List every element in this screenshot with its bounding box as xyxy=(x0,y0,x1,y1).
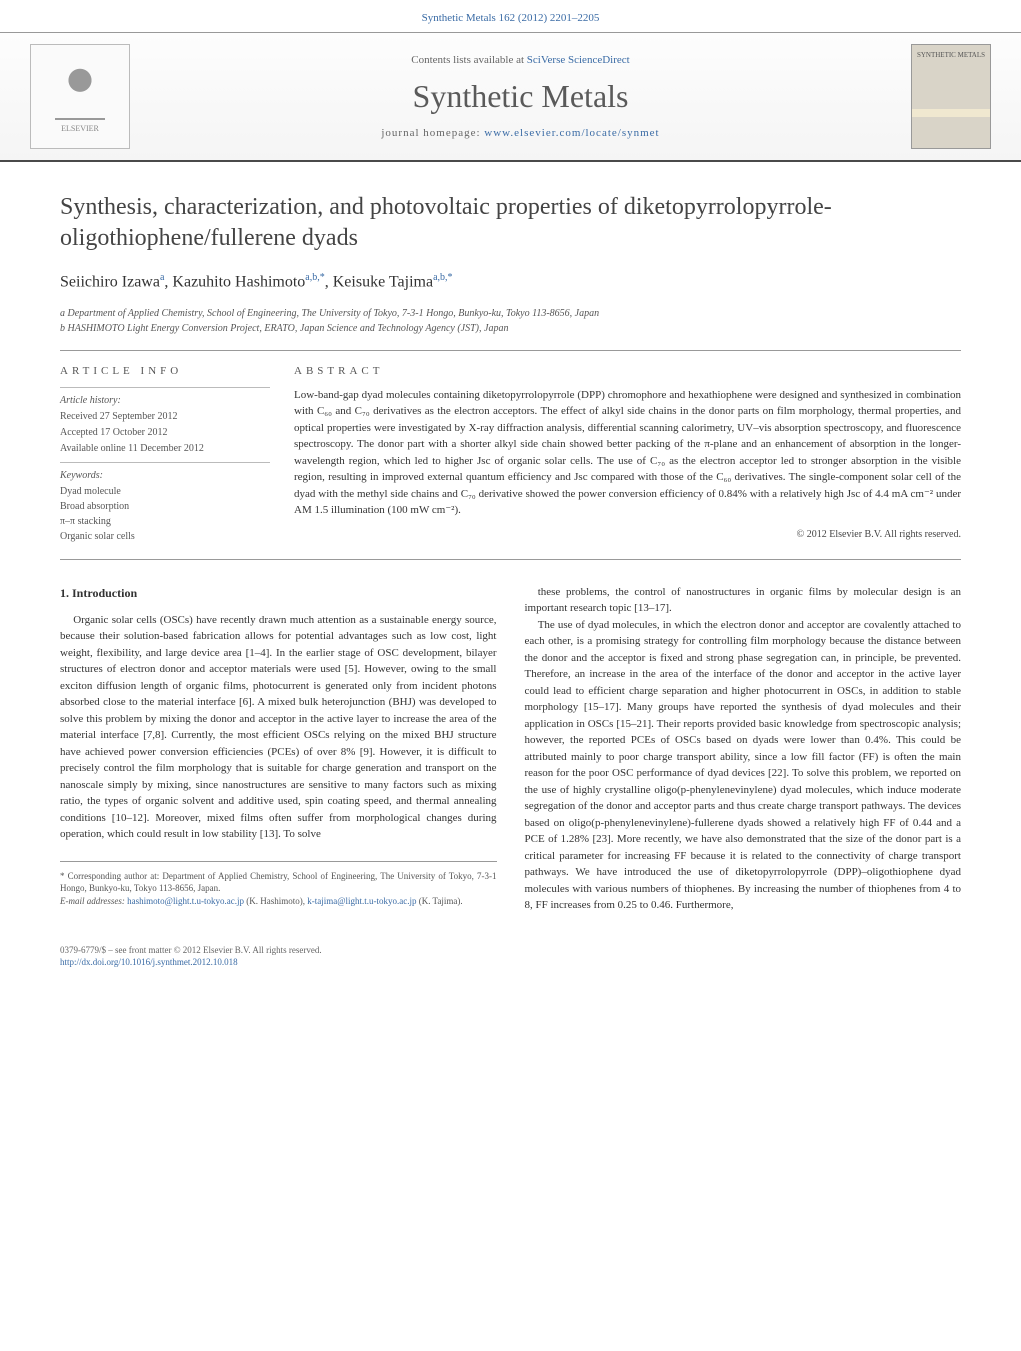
abstract-column: ABSTRACT Low-band-gap dyad molecules con… xyxy=(294,365,961,545)
accepted-date: Accepted 17 October 2012 xyxy=(60,426,270,440)
divider xyxy=(60,462,270,463)
email-link-hashimoto[interactable]: hashimoto@light.t.u-tokyo.ac.jp xyxy=(127,896,244,906)
keyword: Broad absorption xyxy=(60,500,270,514)
authors-line: Seiichiro Izawaa, Kazuhito Hashimotoa,b,… xyxy=(60,272,961,291)
affiliations-block: a Department of Applied Chemistry, Schoo… xyxy=(60,306,961,336)
received-date: Received 27 September 2012 xyxy=(60,410,270,424)
abstract-text: Low-band-gap dyad molecules containing d… xyxy=(294,387,961,519)
elsevier-tree-icon xyxy=(55,60,105,120)
body-paragraph: The use of dyad molecules, in which the … xyxy=(525,617,962,914)
homepage-line: journal homepage: www.elsevier.com/locat… xyxy=(130,127,911,139)
email-link-tajima[interactable]: k-tajima@light.t.u-tokyo.ac.jp xyxy=(307,896,416,906)
article-info-heading: ARTICLE INFO xyxy=(60,365,270,377)
affiliation-b: b HASHIMOTO Light Energy Conversion Proj… xyxy=(60,321,961,336)
journal-name: Synthetic Metals xyxy=(130,78,911,115)
body-columns: 1. Introduction Organic solar cells (OSC… xyxy=(60,584,961,914)
publisher-name: ELSEVIER xyxy=(61,124,99,133)
info-abstract-row: ARTICLE INFO Article history: Received 2… xyxy=(60,350,961,560)
citation-header: Synthetic Metals 162 (2012) 2201–2205 xyxy=(0,0,1021,32)
affiliation-a: a Department of Applied Chemistry, Schoo… xyxy=(60,306,961,321)
abstract-copyright: © 2012 Elsevier B.V. All rights reserved… xyxy=(294,529,961,540)
divider xyxy=(60,387,270,388)
body-paragraph: these problems, the control of nanostruc… xyxy=(525,584,962,617)
keyword: Organic solar cells xyxy=(60,530,270,544)
header-center: Contents lists available at SciVerse Sci… xyxy=(130,54,911,139)
journal-homepage-link[interactable]: www.elsevier.com/locate/synmet xyxy=(484,127,659,139)
keyword: π–π stacking xyxy=(60,515,270,529)
article-title: Synthesis, characterization, and photovo… xyxy=(60,192,961,254)
keywords-list: Dyad molecule Broad absorption π–π stack… xyxy=(60,485,270,544)
keyword: Dyad molecule xyxy=(60,485,270,499)
elsevier-logo: ELSEVIER xyxy=(30,44,130,149)
doi-link[interactable]: http://dx.doi.org/10.1016/j.synthmet.201… xyxy=(60,957,238,967)
keywords-label: Keywords: xyxy=(60,469,270,483)
abstract-heading: ABSTRACT xyxy=(294,365,961,377)
journal-cover-thumbnail: SYNTHETIC METALS xyxy=(911,44,991,149)
online-date: Available online 11 December 2012 xyxy=(60,442,270,456)
body-paragraph: Organic solar cells (OSCs) have recently… xyxy=(60,612,497,843)
article-info-column: ARTICLE INFO Article history: Received 2… xyxy=(60,365,270,545)
contents-line: Contents lists available at SciVerse Sci… xyxy=(130,54,911,66)
journal-header-band: ELSEVIER Contents lists available at Sci… xyxy=(0,32,1021,162)
page-footer: 0379-6779/$ – see front matter © 2012 El… xyxy=(0,934,1021,999)
issn-line: 0379-6779/$ – see front matter © 2012 El… xyxy=(60,944,961,957)
sciencedirect-link[interactable]: SciVerse ScienceDirect xyxy=(527,54,630,66)
section-1-heading: 1. Introduction xyxy=(60,584,497,602)
corresponding-author-note: * Corresponding author at: Department of… xyxy=(60,870,497,895)
history-label: Article history: xyxy=(60,394,270,408)
corresponding-footnote: * Corresponding author at: Department of… xyxy=(60,861,497,908)
email-line: E-mail addresses: hashimoto@light.t.u-to… xyxy=(60,895,497,908)
